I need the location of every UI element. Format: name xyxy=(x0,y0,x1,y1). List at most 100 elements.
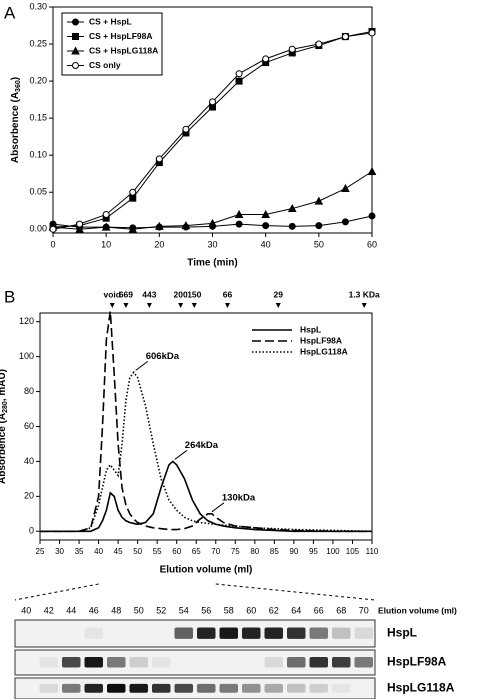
size-marker-label: void xyxy=(104,289,121,299)
x-tick-label: 65 xyxy=(192,547,201,556)
legend-label: CS + HspL xyxy=(89,16,132,26)
size-marker xyxy=(178,303,184,308)
x-tick-label: 30 xyxy=(55,547,64,556)
gel-band xyxy=(220,657,239,668)
gel-band xyxy=(17,684,36,693)
gel-band xyxy=(264,657,283,668)
gel-band xyxy=(197,627,216,639)
lane-label: 60 xyxy=(246,605,256,615)
marker xyxy=(234,209,244,218)
x-tick-label: 0 xyxy=(50,239,55,249)
gel-band xyxy=(152,628,171,639)
gel-band xyxy=(84,683,103,693)
gel-band xyxy=(129,683,148,693)
x-tick-label: 20 xyxy=(154,239,164,249)
annotation-arrow xyxy=(135,360,149,371)
lane-label: 48 xyxy=(111,605,121,615)
x-tick-label: 35 xyxy=(75,547,84,556)
gel-band xyxy=(62,628,81,639)
marker xyxy=(128,224,138,233)
y-axis-label-part: , mAU) xyxy=(0,369,8,401)
size-marker xyxy=(109,303,115,308)
marker xyxy=(75,224,84,233)
y-axis-label: Absorbence (A280, mAU) xyxy=(0,369,9,484)
x-tick-label: 100 xyxy=(326,547,340,556)
y-tick-label: 0.30 xyxy=(29,1,47,11)
legend-marker xyxy=(72,18,79,26)
x-tick-label: 40 xyxy=(261,239,271,249)
marker xyxy=(367,166,377,175)
marker xyxy=(261,209,271,218)
marker xyxy=(235,220,243,228)
legend-label: HspLF98A xyxy=(300,335,342,345)
marker xyxy=(341,218,349,226)
x-tick-label: 10 xyxy=(101,239,111,249)
legend-label: HspLG118A xyxy=(300,346,348,356)
marker xyxy=(155,155,163,163)
annotation: 130kDa xyxy=(222,492,256,503)
gel-band xyxy=(84,627,103,639)
gel-band xyxy=(62,683,81,693)
x-tick-label: 25 xyxy=(36,547,45,556)
gel-band xyxy=(354,657,373,668)
x-tick-label: 50 xyxy=(314,239,324,249)
gel-band xyxy=(107,683,126,693)
y-tick-label: 100 xyxy=(19,351,34,361)
x-tick-label: 105 xyxy=(346,547,360,556)
y-axis-label: Absorbence (A360) xyxy=(10,77,23,163)
y-tick-label: 80 xyxy=(24,386,34,396)
gel-band xyxy=(84,657,103,668)
x-tick-label: 95 xyxy=(309,547,318,556)
size-marker-label: 66 xyxy=(223,289,233,299)
y-tick-label: 0.25 xyxy=(29,38,47,48)
annotation: 606kDa xyxy=(146,351,180,362)
marker xyxy=(341,33,349,41)
y-tick-label: 0.05 xyxy=(29,187,47,197)
marker xyxy=(208,218,217,227)
x-tick-label: 30 xyxy=(207,239,217,249)
lane-label: 64 xyxy=(291,605,301,615)
gel-band xyxy=(175,657,194,668)
y-tick-label: 60 xyxy=(24,421,34,431)
gel-band xyxy=(152,683,171,693)
marker xyxy=(154,221,164,230)
annotation-arrow xyxy=(211,502,225,513)
lane-label: 62 xyxy=(269,605,279,615)
x-tick-label: 85 xyxy=(270,547,279,556)
gel-row-label: HspLG118A xyxy=(387,681,455,695)
size-marker-label: 669 xyxy=(119,289,133,299)
series-line xyxy=(40,460,372,533)
y-tick-label: 40 xyxy=(24,456,34,466)
gel-band xyxy=(197,657,216,668)
gel-band xyxy=(242,627,261,639)
y-axis-label-part: 280 xyxy=(2,401,9,413)
legend-label: CS only xyxy=(89,60,121,70)
marker xyxy=(288,222,296,230)
marker xyxy=(262,222,270,230)
x-tick-label: 75 xyxy=(231,547,240,556)
series-line xyxy=(40,311,372,533)
y-tick-label: 0.15 xyxy=(29,113,47,123)
y-tick-label: 120 xyxy=(19,316,34,326)
gel-band xyxy=(219,683,238,693)
panel-label: B xyxy=(4,287,15,306)
marker xyxy=(101,222,111,231)
marker xyxy=(315,40,323,48)
x-tick-label: 80 xyxy=(250,547,259,556)
marker xyxy=(288,45,296,53)
x-tick-label: 110 xyxy=(366,547,379,556)
gel-band xyxy=(332,657,351,668)
legend-marker xyxy=(71,46,80,55)
x-tick-label: 40 xyxy=(94,547,103,556)
size-marker-label: 443 xyxy=(142,289,156,299)
legend-label: HspL xyxy=(300,324,321,334)
gel-band xyxy=(130,628,149,639)
gel-strip xyxy=(14,619,376,648)
lane-label: 70 xyxy=(359,605,369,615)
annotation-arrow xyxy=(174,450,188,460)
gel-band xyxy=(39,683,58,693)
y-axis-label-part: Absorbence (A xyxy=(0,413,8,484)
gel-band xyxy=(129,657,148,668)
gel-band xyxy=(174,683,193,693)
